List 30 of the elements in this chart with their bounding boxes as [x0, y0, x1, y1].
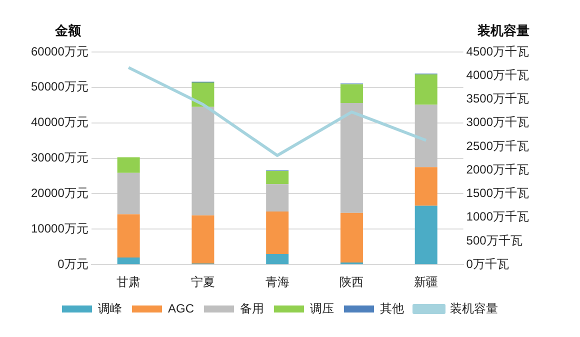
x-tick-label: 甘肃	[116, 275, 141, 290]
x-tick-label: 青海	[265, 275, 290, 290]
legend-label: 其他	[380, 301, 404, 316]
y2-tick-label: 4500万千瓦	[466, 44, 530, 58]
y-tick-label: 60000万元	[30, 44, 88, 58]
y2-tick-label: 500万千瓦	[466, 233, 522, 248]
y2-tick-label: 4000万千瓦	[466, 68, 530, 82]
legend-label: 备用	[240, 301, 264, 316]
legend-label: AGC	[168, 301, 194, 316]
x-tick-label: 新疆	[414, 275, 438, 290]
y-tick-label: 20000万元	[30, 186, 88, 200]
y-tick-label: 10000万元	[30, 221, 88, 236]
y2-tick-label: 1000万千瓦	[466, 210, 530, 224]
y-axis-title: 金额	[54, 23, 82, 38]
y2-tick-label: 1500万千瓦	[466, 186, 530, 200]
legend-label: 调峰	[98, 301, 122, 316]
y-tick-label: 0万元	[58, 256, 88, 271]
y2-tick-label: 3000万千瓦	[466, 115, 530, 130]
y2-axis-title: 装机容量	[476, 23, 530, 38]
y-tick-label: 40000万元	[30, 115, 88, 130]
y2-tick-label: 2500万千瓦	[466, 138, 530, 153]
legend-label: 装机容量	[450, 301, 498, 316]
y2-tick-label: 2000万千瓦	[466, 162, 530, 176]
legend-label: 调压	[310, 301, 334, 316]
y-tick-label: 30000万元	[30, 150, 88, 165]
y-tick-label: 50000万元	[30, 80, 88, 94]
x-tick-label: 陕西	[340, 275, 364, 290]
y2-tick-label: 3500万千瓦	[466, 92, 530, 106]
x-tick-label: 宁夏	[190, 275, 215, 290]
y2-tick-label: 0万千瓦	[466, 256, 509, 271]
